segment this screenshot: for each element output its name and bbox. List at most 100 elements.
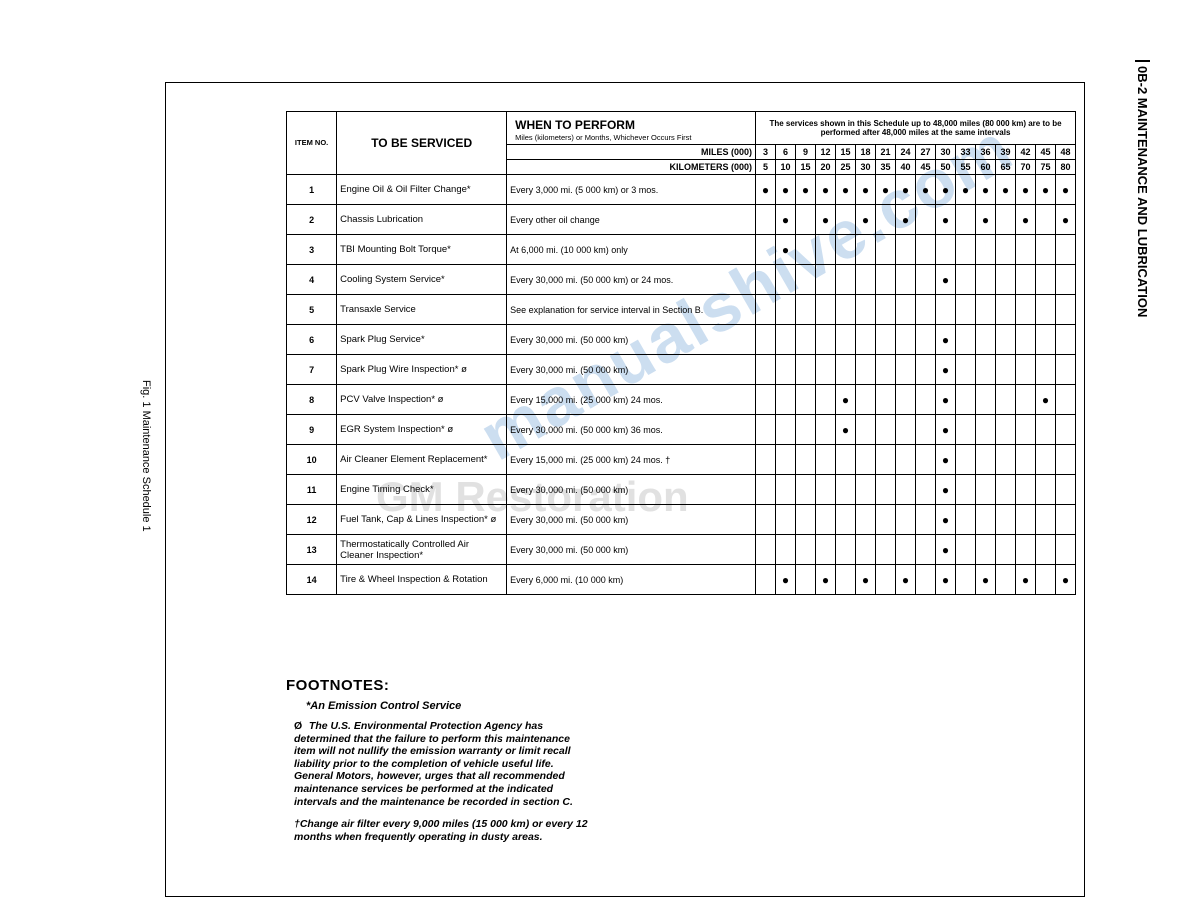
service-when: Every other oil change xyxy=(507,205,756,235)
interval-cell xyxy=(1036,325,1056,355)
miles-col: 48 xyxy=(1056,145,1076,160)
interval-cell xyxy=(976,295,996,325)
interval-cell xyxy=(836,205,856,235)
interval-cell xyxy=(776,445,796,475)
interval-cell xyxy=(996,325,1016,355)
item-number: 8 xyxy=(287,385,337,415)
interval-cell xyxy=(816,355,836,385)
miles-col: 36 xyxy=(976,145,996,160)
interval-cell xyxy=(896,235,916,265)
km-col: 35 xyxy=(876,160,896,175)
item-number: 13 xyxy=(287,535,337,565)
table-row: 1Engine Oil & Oil Filter Change*Every 3,… xyxy=(287,175,1076,205)
miles-col: 21 xyxy=(876,145,896,160)
footnote-mark-phi: Ø xyxy=(294,720,306,733)
interval-cell: ● xyxy=(1056,565,1076,595)
dot-icon: ● xyxy=(942,453,949,467)
interval-cell xyxy=(976,415,996,445)
table-row: 12Fuel Tank, Cap & Lines Inspection* øEv… xyxy=(287,505,1076,535)
service-name: EGR System Inspection* ø xyxy=(337,415,507,445)
interval-cell xyxy=(1056,385,1076,415)
header-to-be-serviced: TO BE SERVICED xyxy=(337,112,507,175)
interval-cell xyxy=(996,475,1016,505)
miles-col: 24 xyxy=(896,145,916,160)
miles-col: 15 xyxy=(836,145,856,160)
interval-cell xyxy=(876,445,896,475)
interval-cell xyxy=(836,295,856,325)
interval-cell xyxy=(896,505,916,535)
interval-cell xyxy=(756,205,776,235)
interval-cell: ● xyxy=(976,205,996,235)
interval-cell xyxy=(956,205,976,235)
interval-cell: ● xyxy=(896,565,916,595)
interval-cell xyxy=(776,325,796,355)
header-when-to-perform: WHEN TO PERFORM Miles (kilometers) or Mo… xyxy=(507,112,756,145)
interval-cell xyxy=(916,265,936,295)
interval-cell xyxy=(896,265,916,295)
service-when: Every 15,000 mi. (25 000 km) 24 mos. xyxy=(507,385,756,415)
interval-cell xyxy=(776,505,796,535)
interval-cell: ● xyxy=(936,565,956,595)
interval-cell: ● xyxy=(856,205,876,235)
interval-cell xyxy=(796,535,816,565)
interval-cell: ● xyxy=(856,565,876,595)
interval-cell xyxy=(776,385,796,415)
interval-cell: ● xyxy=(936,535,956,565)
when-subtitle: Miles (kilometers) or Months, Whichever … xyxy=(515,133,691,142)
table-row: 11Engine Timing Check*Every 30,000 mi. (… xyxy=(287,475,1076,505)
interval-cell xyxy=(816,265,836,295)
km-col: 40 xyxy=(896,160,916,175)
interval-cell xyxy=(796,565,816,595)
table-row: 10Air Cleaner Element Replacement*Every … xyxy=(287,445,1076,475)
dot-icon: ● xyxy=(942,363,949,377)
interval-cell: ● xyxy=(936,505,956,535)
interval-cell xyxy=(1016,355,1036,385)
interval-cell: ● xyxy=(936,385,956,415)
interval-cell xyxy=(936,295,956,325)
interval-cell xyxy=(996,295,1016,325)
interval-cell: ● xyxy=(1036,175,1056,205)
interval-cell xyxy=(756,295,776,325)
interval-cell xyxy=(756,445,776,475)
interval-cell xyxy=(756,265,776,295)
interval-cell xyxy=(956,475,976,505)
interval-cell xyxy=(956,565,976,595)
km-col: 70 xyxy=(1016,160,1036,175)
service-name: Tire & Wheel Inspection & Rotation xyxy=(337,565,507,595)
interval-cell xyxy=(756,475,776,505)
interval-cell xyxy=(976,325,996,355)
interval-cell xyxy=(996,205,1016,235)
interval-cell xyxy=(1036,505,1056,535)
interval-cell: ● xyxy=(816,565,836,595)
interval-cell xyxy=(796,385,816,415)
interval-cell: ● xyxy=(776,175,796,205)
interval-cell: ● xyxy=(996,175,1016,205)
interval-cell xyxy=(916,415,936,445)
miles-col: 6 xyxy=(776,145,796,160)
dot-icon: ● xyxy=(942,543,949,557)
table-row: 8PCV Valve Inspection* øEvery 15,000 mi.… xyxy=(287,385,1076,415)
interval-cell xyxy=(976,535,996,565)
interval-cell xyxy=(756,325,776,355)
interval-cell: ● xyxy=(856,175,876,205)
interval-cell xyxy=(856,325,876,355)
dot-icon: ● xyxy=(942,483,949,497)
service-name: Air Cleaner Element Replacement* xyxy=(337,445,507,475)
table-header: ITEM NO. TO BE SERVICED WHEN TO PERFORM … xyxy=(287,112,1076,175)
service-when: Every 30,000 mi. (50 000 km) or 24 mos. xyxy=(507,265,756,295)
interval-cell xyxy=(996,445,1016,475)
interval-cell xyxy=(1016,535,1036,565)
interval-cell xyxy=(1056,505,1076,535)
interval-cell xyxy=(836,505,856,535)
dot-icon: ● xyxy=(982,213,989,227)
interval-cell: ● xyxy=(816,175,836,205)
table-row: 13Thermostatically Controlled Air Cleane… xyxy=(287,535,1076,565)
km-col: 25 xyxy=(836,160,856,175)
interval-cell xyxy=(916,445,936,475)
service-when: Every 3,000 mi. (5 000 km) or 3 mos. xyxy=(507,175,756,205)
miles-col: 18 xyxy=(856,145,876,160)
interval-cell xyxy=(956,355,976,385)
interval-cell xyxy=(896,295,916,325)
interval-cell xyxy=(1036,445,1056,475)
interval-cell xyxy=(956,415,976,445)
